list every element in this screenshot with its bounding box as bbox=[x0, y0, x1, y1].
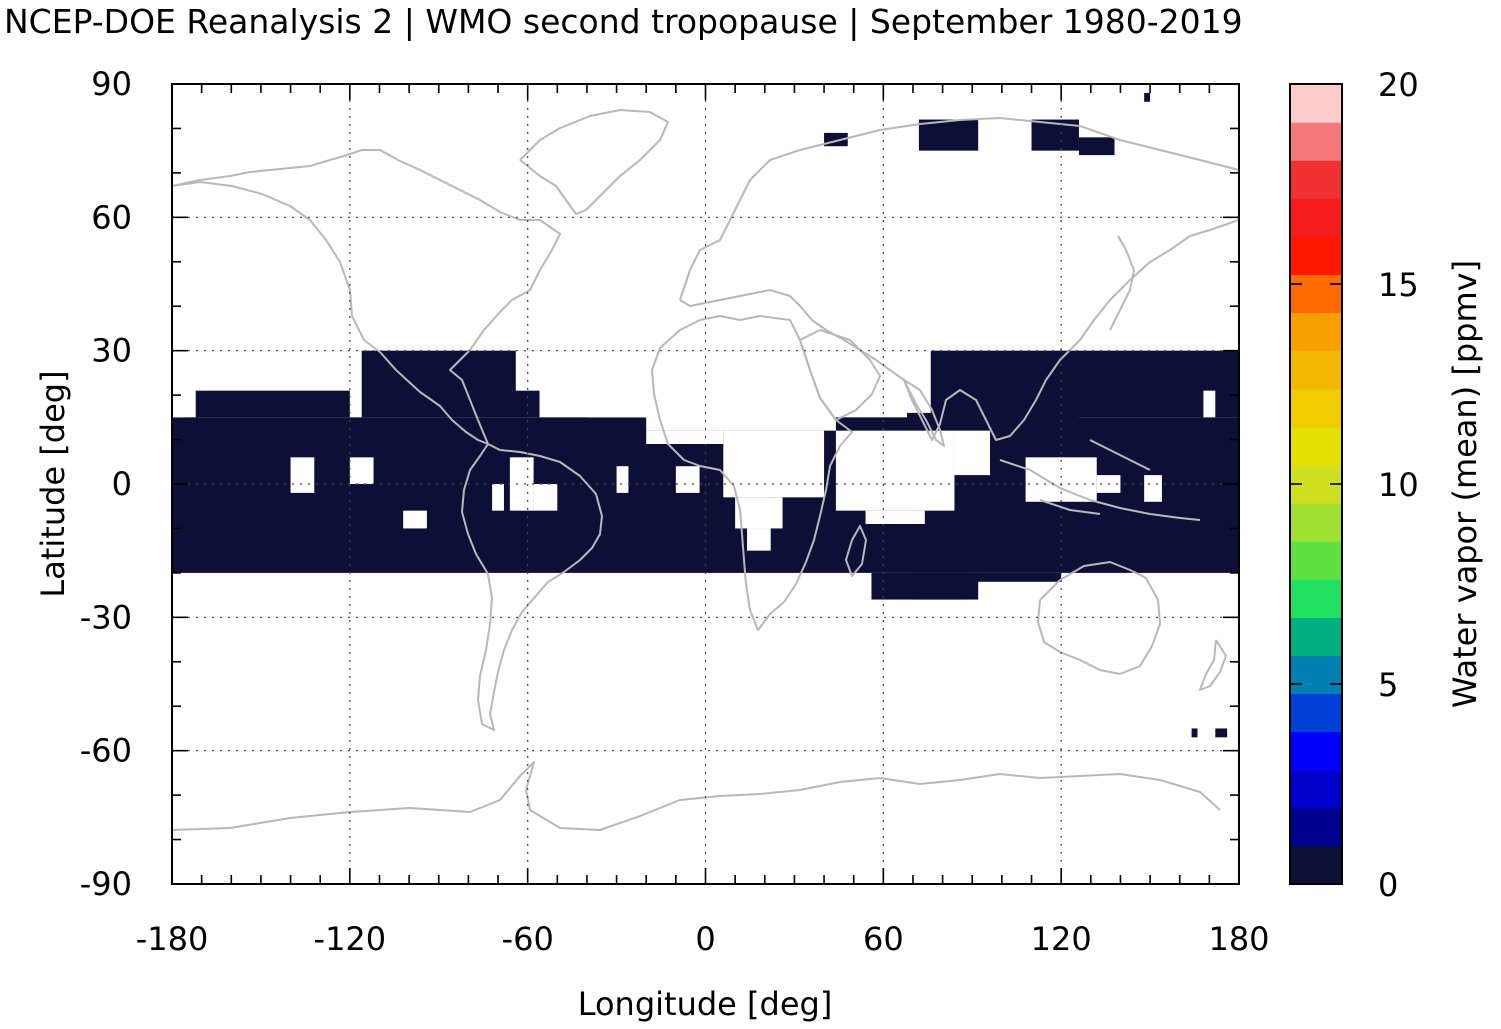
y-axis-title: Latitude [deg] bbox=[34, 370, 72, 597]
data-region-1 bbox=[195, 390, 350, 418]
data-gap-20 bbox=[1144, 475, 1162, 502]
x-tick-label: 180 bbox=[1208, 920, 1269, 958]
colorbar-segment bbox=[1290, 198, 1342, 237]
colorbar-segment bbox=[1290, 845, 1342, 885]
coastline-africa bbox=[651, 315, 853, 631]
data-gap-13 bbox=[735, 497, 783, 529]
y-tick-label: 60 bbox=[91, 198, 132, 236]
colorbar-segment bbox=[1290, 617, 1342, 657]
y-tick-label: 30 bbox=[91, 332, 132, 370]
data-gap-17 bbox=[954, 430, 991, 476]
colorbar-segment bbox=[1290, 541, 1342, 580]
coastline-arabia bbox=[799, 329, 881, 421]
x-tick-label: 60 bbox=[863, 920, 904, 958]
missing-data-gaps bbox=[172, 350, 1216, 551]
data-gap-5 bbox=[533, 484, 558, 511]
x-tick-label: 120 bbox=[1031, 920, 1092, 958]
colorbar-segment bbox=[1290, 731, 1342, 771]
data-gap-11 bbox=[646, 430, 724, 444]
x-tick-labels: -180 -120 -60 0 60 120 180 bbox=[136, 920, 1270, 958]
data-region-8 bbox=[912, 572, 979, 600]
data-region-3 bbox=[930, 350, 1239, 418]
y-tick-label: 90 bbox=[91, 65, 132, 103]
colorbar-tick-label: 10 bbox=[1378, 466, 1419, 504]
data-gap-9 bbox=[586, 377, 647, 418]
data-gap-18 bbox=[1025, 457, 1097, 502]
colorbar-segment bbox=[1290, 503, 1342, 542]
data-region-15 bbox=[1215, 728, 1228, 738]
colorbar-segment bbox=[1290, 84, 1342, 123]
colorbar-tick-label: 0 bbox=[1378, 866, 1398, 904]
x-tick-label: -120 bbox=[314, 920, 387, 958]
data-region-11 bbox=[1078, 137, 1115, 156]
grid-lines bbox=[172, 84, 1239, 884]
coastline-north-america bbox=[172, 149, 561, 445]
colorbar-title: Water vapor (mean) [ppmv] bbox=[1446, 260, 1484, 708]
data-gap-16 bbox=[865, 510, 925, 524]
data-gap-6 bbox=[616, 466, 629, 493]
data-gap-10 bbox=[646, 350, 836, 431]
data-region-2 bbox=[361, 350, 540, 418]
colorbar-segment bbox=[1290, 426, 1342, 466]
data-region-5 bbox=[912, 572, 1062, 582]
colorbar-segment bbox=[1290, 122, 1342, 161]
data-gap-15 bbox=[835, 430, 955, 511]
colorbar-segment bbox=[1290, 274, 1342, 314]
y-tick-label: 0 bbox=[112, 465, 132, 503]
coastline-australia bbox=[1037, 561, 1161, 675]
y-tick-labels: -90 -60 -30 0 30 60 90 bbox=[80, 65, 132, 903]
colorbar-tick-labels: 0 5 10 15 20 bbox=[1378, 66, 1419, 904]
coastline-antarctica bbox=[172, 761, 1221, 831]
y-tick-label: -90 bbox=[80, 865, 132, 903]
data-region-9 bbox=[918, 119, 979, 151]
data-gap-7 bbox=[675, 466, 700, 493]
colorbar-segment bbox=[1290, 579, 1342, 618]
y-tick-label: -30 bbox=[80, 598, 132, 636]
plot-frame bbox=[171, 83, 1240, 885]
chart-title: NCEP-DOE Reanalysis 2 | WMO second tropo… bbox=[4, 2, 1243, 41]
data-region-7 bbox=[907, 412, 1002, 431]
colorbar-tick-label: 15 bbox=[1378, 266, 1419, 304]
colorbar-segment bbox=[1290, 388, 1342, 428]
data-gap-8 bbox=[515, 350, 546, 391]
colorbar-tick-label: 20 bbox=[1378, 66, 1419, 104]
data-gap-3 bbox=[492, 484, 504, 511]
colorbar-segment bbox=[1290, 693, 1342, 733]
data-gap-22 bbox=[172, 390, 184, 418]
data-gap-21 bbox=[1203, 390, 1216, 418]
data-gap-12 bbox=[723, 430, 825, 498]
colorbar-tick-label: 5 bbox=[1378, 666, 1398, 704]
x-tick-label: 0 bbox=[695, 920, 715, 958]
coastlines bbox=[172, 109, 1239, 831]
coastline-eurasia bbox=[679, 117, 1239, 441]
data-gap-4 bbox=[509, 457, 534, 511]
colorbar bbox=[1289, 83, 1343, 885]
x-tick-label: -60 bbox=[502, 920, 554, 958]
coastline-japan bbox=[1109, 235, 1135, 331]
data-region-14 bbox=[1191, 728, 1198, 738]
coastline-indonesia bbox=[999, 439, 1201, 521]
colorbar-segment bbox=[1290, 769, 1342, 809]
y-tick-label: -60 bbox=[80, 732, 132, 770]
colorbar-segment bbox=[1290, 350, 1342, 390]
colorbar-segment bbox=[1290, 160, 1342, 199]
coastline-greenland bbox=[519, 109, 669, 215]
colorbar-segment bbox=[1290, 236, 1342, 276]
colorbar-segment bbox=[1290, 312, 1342, 352]
data-gap-0 bbox=[290, 457, 315, 493]
data-region-13 bbox=[1144, 92, 1151, 102]
colorbar-segment bbox=[1290, 655, 1342, 695]
x-axis-title: Longitude [deg] bbox=[578, 985, 833, 1023]
coastline-south-america bbox=[461, 443, 603, 731]
data-gap-1 bbox=[349, 457, 374, 484]
data-gap-2 bbox=[403, 510, 427, 529]
colorbar-segment bbox=[1290, 807, 1342, 847]
coastline-new-zealand bbox=[1199, 639, 1227, 691]
x-tick-label: -180 bbox=[136, 920, 209, 958]
data-gap-14 bbox=[746, 528, 771, 551]
coastline-madagascar bbox=[845, 525, 867, 577]
coastline-india bbox=[903, 379, 945, 447]
